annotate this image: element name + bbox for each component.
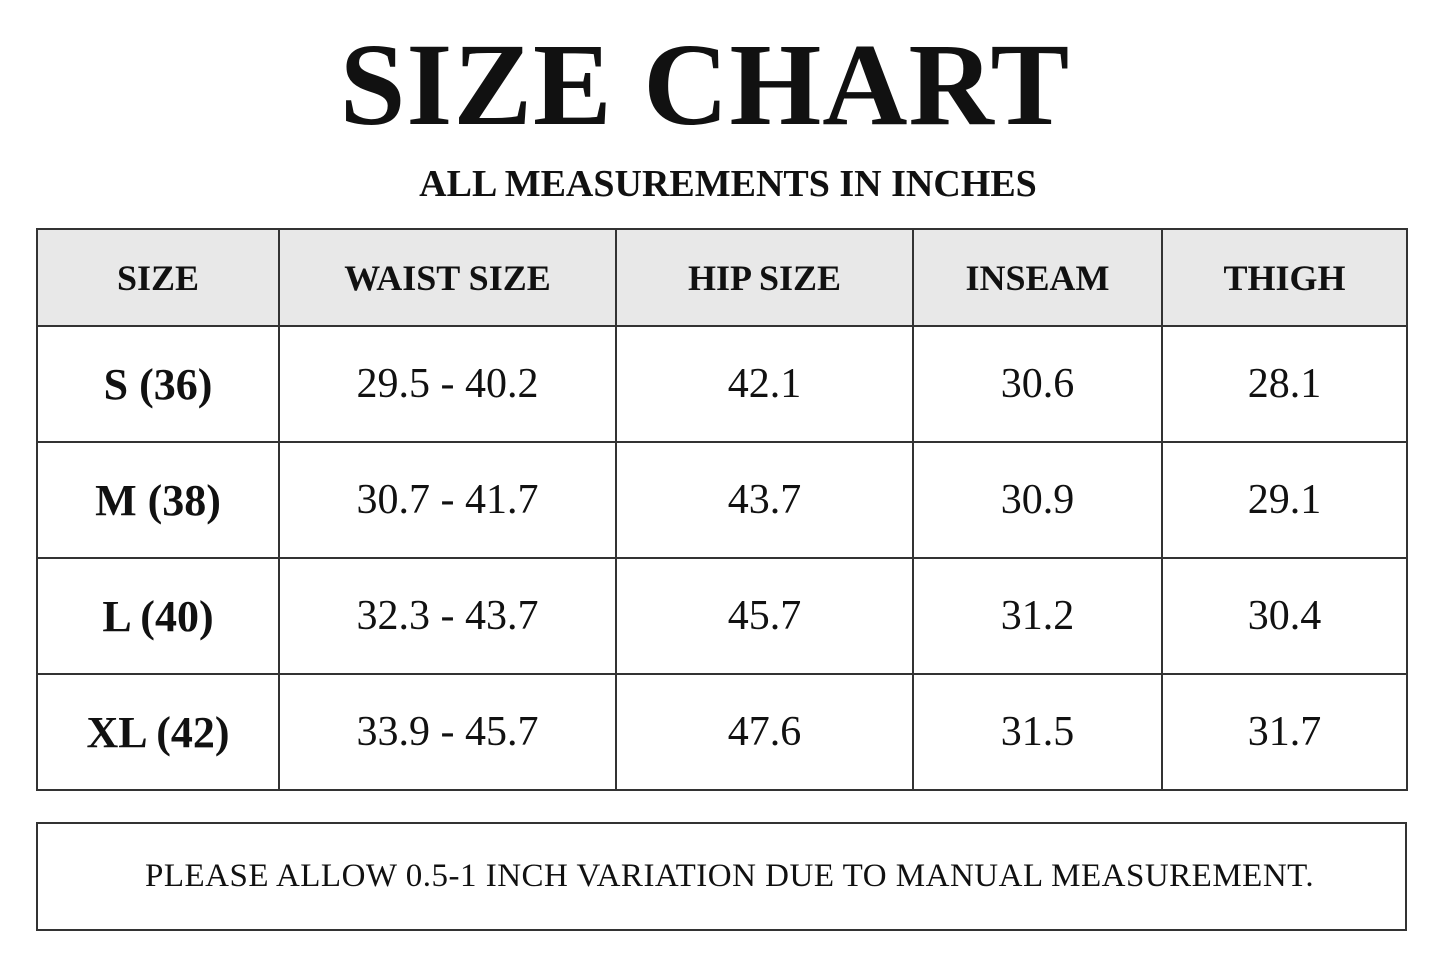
measure-cell: 33.9 - 45.7	[278, 673, 617, 791]
header-row: SIZE WAIST SIZE HIP SIZE INSEAM THIGH	[36, 228, 1408, 327]
measure-cell: 47.6	[615, 673, 914, 791]
measure-cell: 28.1	[1161, 325, 1408, 443]
title: SIZE CHART	[339, 19, 1071, 150]
size-cell: M (38)	[36, 441, 280, 559]
subtitle: ALL MEASUREMENTS IN INCHES	[419, 163, 1037, 205]
column-header: WAIST SIZE	[278, 228, 617, 327]
column-header: THIGH	[1161, 228, 1408, 327]
measure-cell: 30.9	[912, 441, 1163, 559]
measure-cell: 45.7	[615, 557, 914, 675]
table-body: S (36) 29.5 - 40.2 42.1 30.6 28.1 M (38) 30.7 …	[36, 325, 1408, 791]
table-row: XL (42) 33.9 - 45.7 47.6 31.5 31.7	[36, 673, 1408, 791]
measure-cell: 29.1	[1161, 441, 1408, 559]
measure-cell: 32.3 - 43.7	[278, 557, 617, 675]
measure-cell: 30.6	[912, 325, 1163, 443]
column-header: SIZE	[36, 228, 280, 327]
size-cell: L (40)	[36, 557, 280, 675]
table-row: M (38) 30.7 - 41.7 43.7 30.9 29.1	[36, 441, 1408, 559]
measure-cell: 30.4	[1161, 557, 1408, 675]
measure-cell: 31.2	[912, 557, 1163, 675]
measure-cell: 43.7	[615, 441, 914, 559]
size-cell: S (36)	[36, 325, 280, 443]
column-header: HIP SIZE	[615, 228, 914, 327]
size-cell: XL (42)	[36, 673, 280, 791]
table-row: S (36) 29.5 - 40.2 42.1 30.6 28.1	[36, 325, 1408, 443]
column-header: INSEAM	[912, 228, 1163, 327]
note-box: PLEASE ALLOW 0.5-1 INCH VARIATION DUE TO…	[36, 822, 1407, 931]
measure-cell: 29.5 - 40.2	[278, 325, 617, 443]
measure-cell: 31.5	[912, 673, 1163, 791]
measure-cell: 30.7 - 41.7	[278, 441, 617, 559]
note: PLEASE ALLOW 0.5-1 INCH VARIATION DUE TO…	[145, 858, 1315, 894]
measure-cell: 42.1	[615, 325, 914, 443]
size-table: SIZE WAIST SIZE HIP SIZE INSEAM THIGH S (36)…	[36, 228, 1408, 791]
table-row: L (40) 32.3 - 43.7 45.7 31.2 30.4	[36, 557, 1408, 675]
measure-cell: 31.7	[1161, 673, 1408, 791]
